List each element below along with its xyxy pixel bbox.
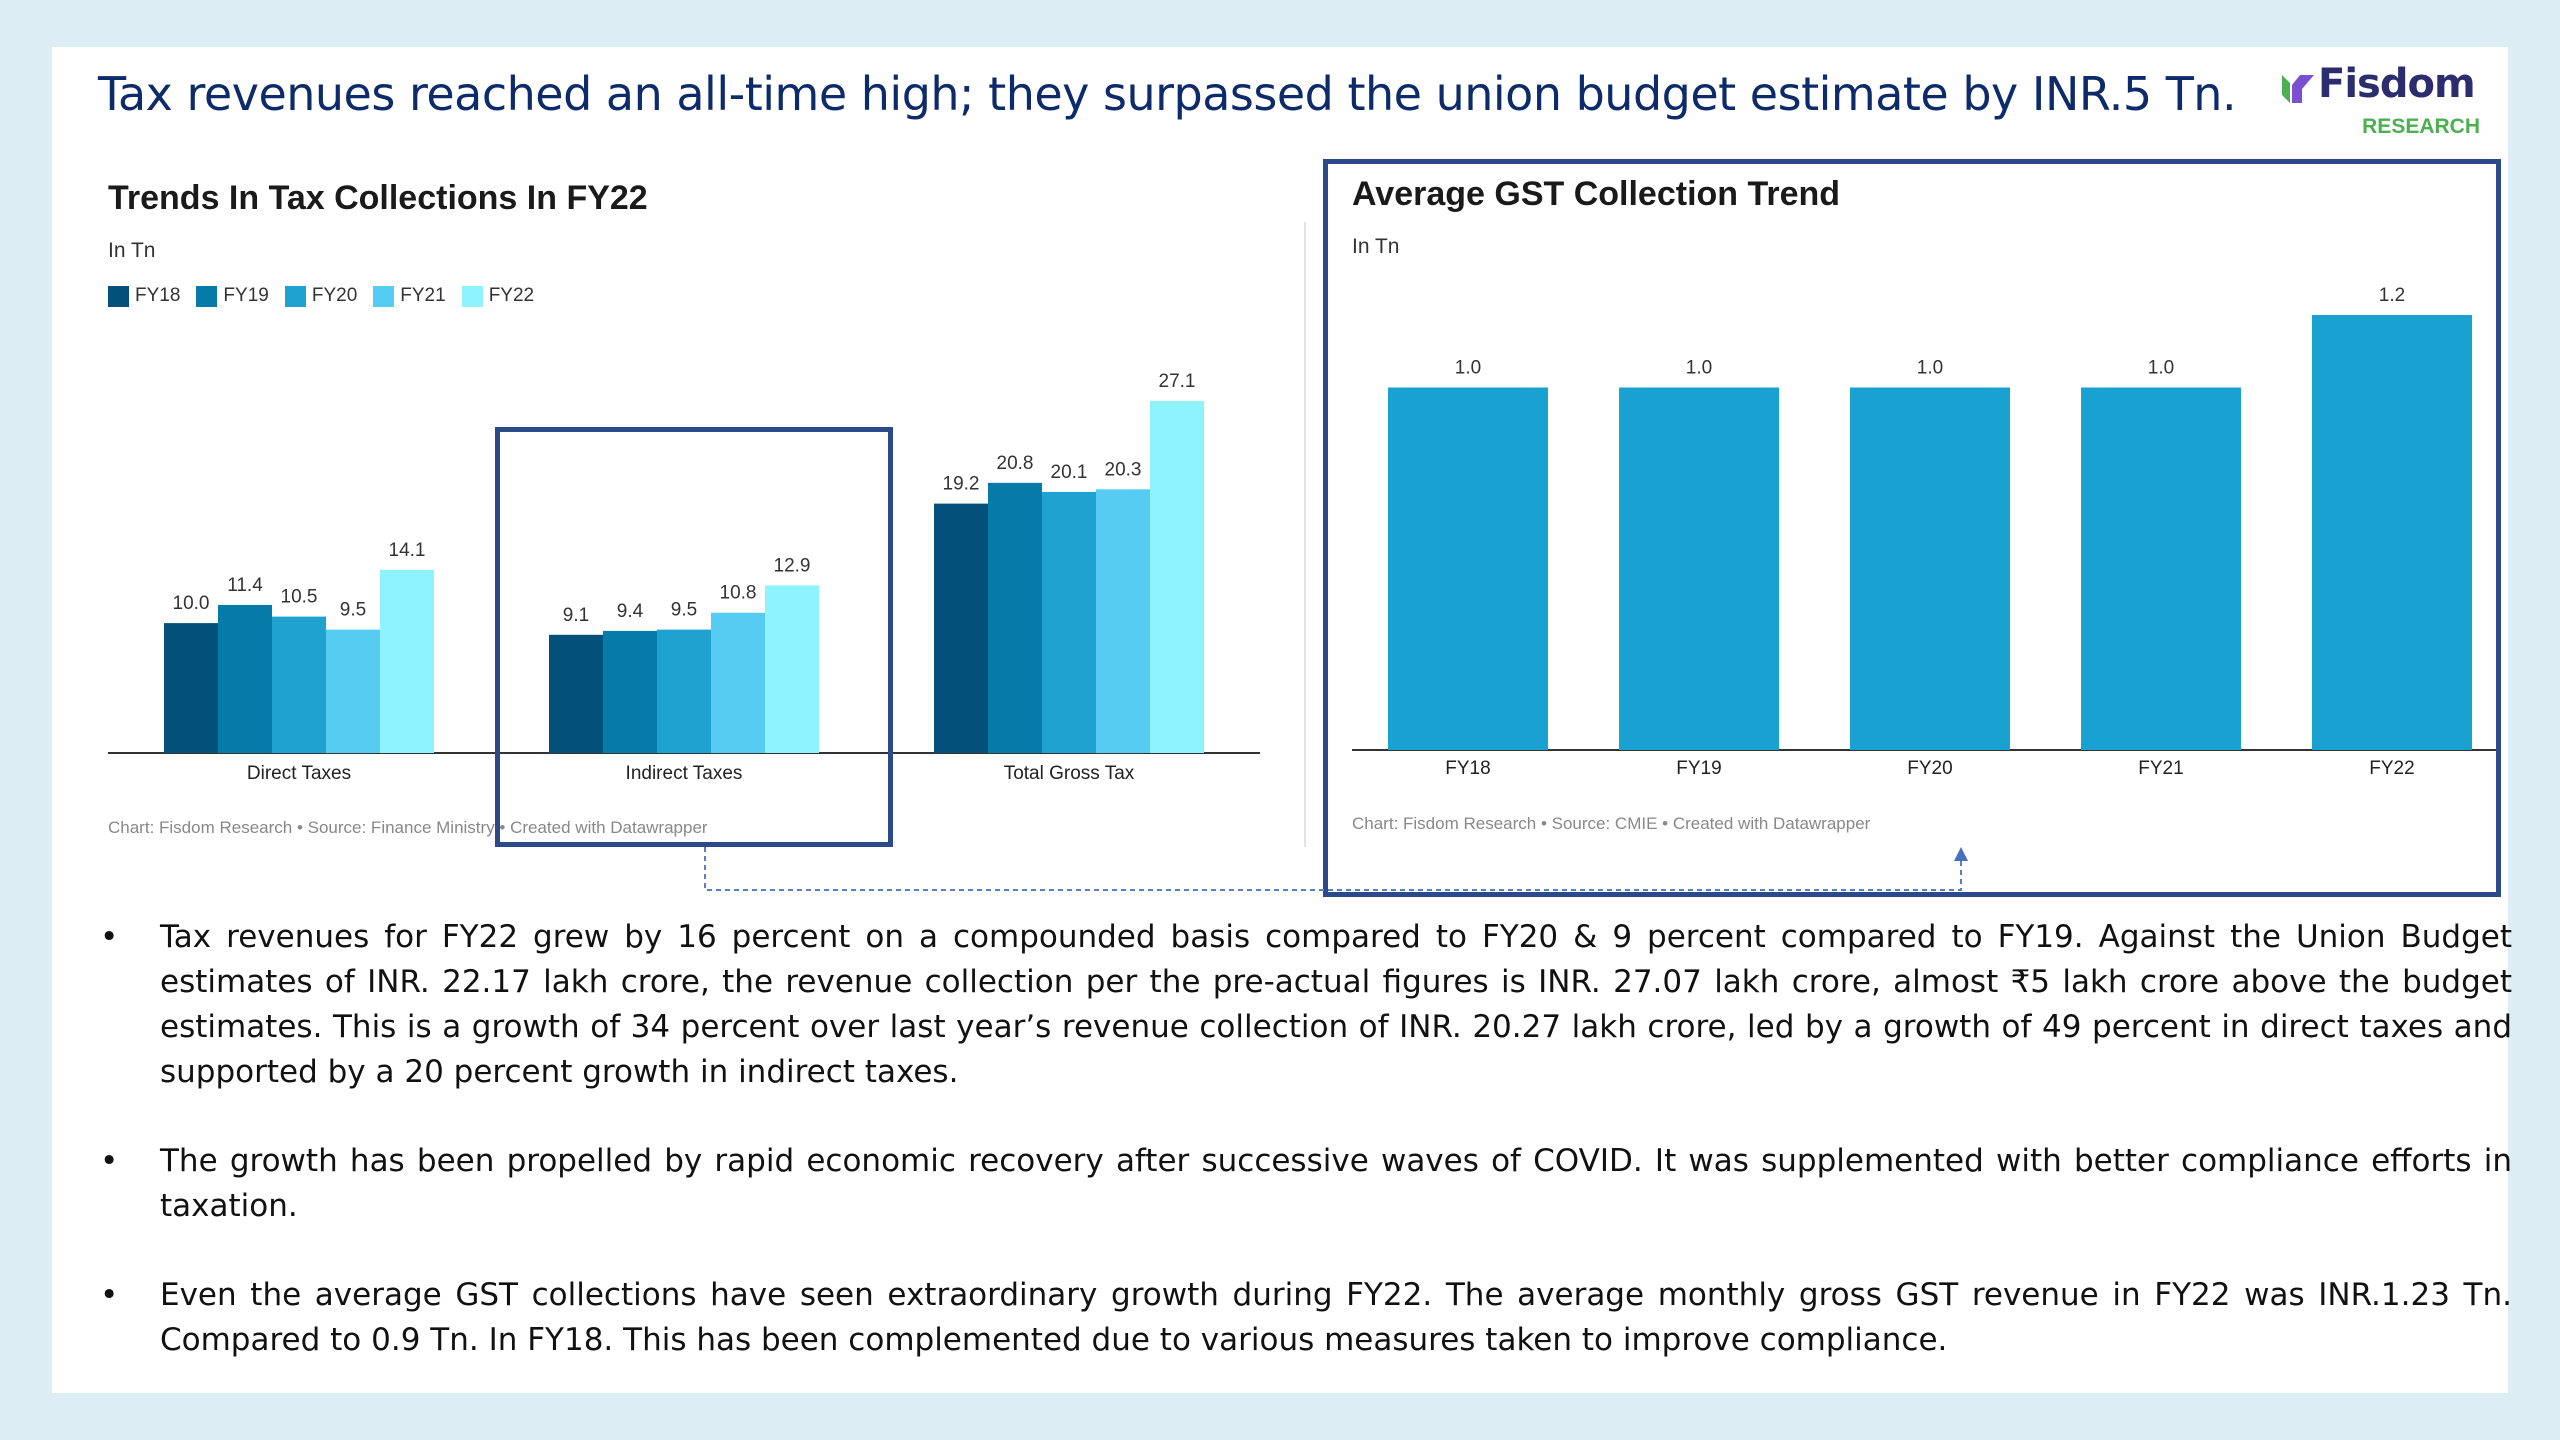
logo-subtitle: RESEARCH — [2362, 115, 2480, 138]
chart-unit: In Tn — [108, 239, 156, 262]
fisdom-leaf-icon — [2282, 75, 2314, 103]
data-label: 1.2 — [2379, 285, 2405, 306]
bar-fy18 — [164, 623, 218, 753]
bar-fy19 — [218, 604, 272, 753]
legend-item: FY18 — [108, 285, 180, 307]
bar-fy18 — [934, 503, 988, 753]
data-label: 20.3 — [1105, 459, 1142, 480]
data-label: 27.1 — [1159, 371, 1196, 392]
legend-swatch — [284, 285, 306, 307]
data-label: 20.8 — [997, 453, 1034, 474]
bullet-item: • The growth has been propelled by rapid … — [92, 1139, 2512, 1229]
data-label: 1.0 — [1917, 358, 1943, 379]
data-label: 1.0 — [2148, 358, 2174, 379]
legend-swatch — [461, 285, 483, 307]
bar-fy22 — [1150, 401, 1204, 753]
category-label: Direct Taxes — [247, 763, 351, 784]
data-label: 10.8 — [720, 583, 757, 604]
data-label: 10.5 — [281, 587, 318, 608]
bar-fy20 — [1042, 491, 1096, 753]
slide: Tax revenues reached an all-time high; t… — [52, 47, 2512, 1393]
data-label: 19.2 — [943, 474, 980, 495]
legend-swatch — [196, 285, 218, 307]
bar-fy21 — [1096, 489, 1150, 753]
legend-label: FY21 — [400, 285, 446, 306]
legend-item: FY21 — [373, 285, 446, 307]
panel-divider — [1304, 222, 1306, 847]
data-label: 9.5 — [340, 600, 366, 621]
page-title: Tax revenues reached an all-time high; t… — [98, 67, 2237, 121]
bullet-item: • Even the average GST collections have s… — [92, 1273, 2512, 1363]
data-label: 1.0 — [1455, 358, 1481, 379]
data-label: 10.0 — [173, 593, 210, 614]
chart-legend: FY18 FY19 FY20 FY21 FY22 — [108, 285, 534, 307]
data-label: 14.1 — [389, 540, 426, 561]
gst-chart-highlight-box — [1323, 159, 2501, 897]
legend-item: FY19 — [196, 285, 269, 307]
bar-fy19 — [603, 630, 657, 753]
bullet-dot: • — [100, 919, 119, 955]
bullet-dot: • — [100, 1277, 119, 1313]
legend-item: FY22 — [461, 285, 535, 307]
chart-title: Trends In Tax Collections In FY22 — [108, 179, 648, 217]
logo-name: Fisdom — [2318, 61, 2476, 107]
bar-fy20 — [272, 616, 326, 753]
chart-source-note: Chart: Fisdom Research • Source: Finance… — [108, 818, 708, 837]
legend-item: FY20 — [284, 285, 358, 307]
bar-fy18 — [549, 634, 603, 753]
data-label: 1.0 — [1686, 358, 1712, 379]
bar-fy19 — [1619, 387, 1779, 750]
bar-fy21 — [2081, 387, 2241, 750]
category-label: Total Gross Tax — [1004, 763, 1135, 784]
bar-fy22 — [2312, 315, 2472, 750]
category-label: FY21 — [2138, 758, 2183, 779]
chart-title: Average GST Collection Trend — [1352, 175, 1841, 213]
category-label: FY20 — [1907, 758, 1952, 779]
legend-label: FY22 — [488, 285, 535, 306]
fisdom-logo: Fisdom RESEARCH — [2280, 61, 2480, 155]
bar-fy18 — [1388, 387, 1548, 750]
chart-source-note: Chart: Fisdom Research • Source: CMIE • … — [1352, 814, 1871, 833]
data-label: 9.4 — [617, 601, 644, 622]
bar-fy19 — [988, 482, 1042, 753]
bar-fy21 — [326, 629, 380, 753]
data-label: 20.1 — [1051, 462, 1088, 483]
bar-fy22 — [380, 569, 434, 753]
bullet-dot: • — [100, 1143, 119, 1179]
category-label: FY18 — [1445, 758, 1490, 779]
bullet-text: Even the average GST collections have se… — [160, 1277, 2512, 1358]
category-label: FY19 — [1676, 758, 1721, 779]
bar-fy20 — [1850, 387, 2010, 750]
bar-fy21 — [711, 612, 765, 753]
bullet-text: Tax revenues for FY22 grew by 16 percent… — [160, 919, 2512, 1090]
data-label: 12.9 — [774, 555, 811, 576]
gst-trend-bars: 1.0 FY18 1.0 FY19 1.0 FY20 1.0 FY21 1.2 FY22 — [1352, 285, 2496, 779]
legend-label: FY19 — [223, 285, 269, 306]
data-label: 9.1 — [563, 605, 589, 626]
bullet-list: • Tax revenues for FY22 grew by 16 percen… — [92, 915, 2512, 1407]
bar-fy22 — [765, 585, 819, 753]
bullet-item: • Tax revenues for FY22 grew by 16 percen… — [92, 915, 2512, 1095]
legend-label: FY18 — [135, 285, 181, 306]
category-label: FY22 — [2369, 758, 2414, 779]
category-label: Indirect Taxes — [626, 763, 743, 784]
legend-swatch — [108, 285, 129, 307]
legend-label: FY20 — [311, 285, 358, 306]
data-label: 9.5 — [671, 600, 697, 621]
tax-collections-bars: 10.0 11.4 10.5 9.5 14.1 Direct Taxes 9.1 9.4 9.5… — [108, 371, 1260, 784]
data-label: 11.4 — [227, 575, 263, 596]
legend-swatch — [373, 285, 395, 307]
bullet-text: The growth has been propelled by rapid e… — [160, 1143, 2512, 1224]
connector-arrow — [704, 847, 1968, 891]
chart-unit: In Tn — [1352, 235, 1400, 258]
indirect-taxes-highlight-box — [495, 427, 893, 847]
bar-fy20 — [657, 629, 711, 753]
